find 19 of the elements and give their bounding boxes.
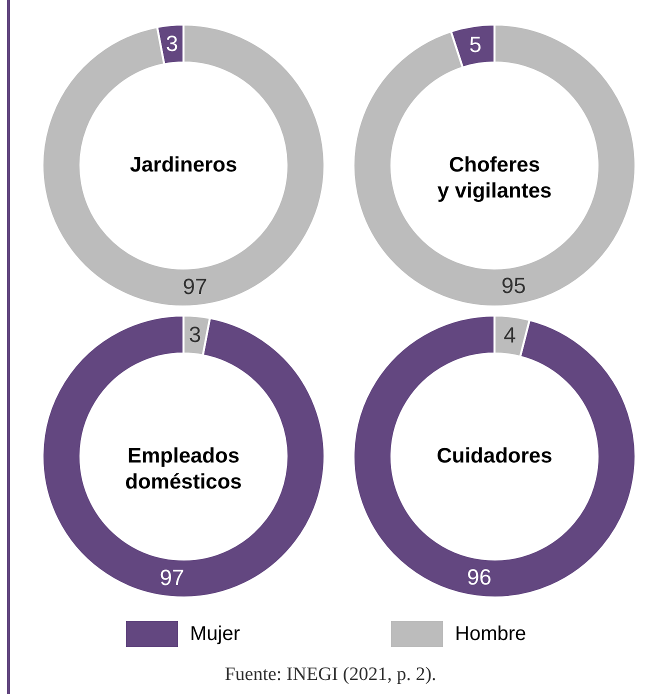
data-label: 96 xyxy=(466,564,492,590)
data-label: 97 xyxy=(182,274,208,299)
donut-slice xyxy=(352,314,636,598)
data-label: 3 xyxy=(166,31,178,56)
text: Empleados domésticos xyxy=(125,444,242,494)
donut-slice xyxy=(352,24,636,308)
data-label: 4 xyxy=(504,322,516,348)
text: Cuidadores xyxy=(436,444,552,468)
legend-label: Mujer xyxy=(190,623,240,645)
data-label: 5 xyxy=(469,32,482,57)
data-label: 97 xyxy=(160,564,184,590)
legend-label: Hombre xyxy=(455,623,526,645)
donut-slice xyxy=(42,24,326,308)
text: Jardineros xyxy=(130,154,238,176)
data-label: 3 xyxy=(188,322,202,348)
data-label: 95 xyxy=(501,273,526,298)
text: Choferes y vigilantes xyxy=(437,154,552,202)
source-note: Fuente: INEGI (2021, p. 2). xyxy=(224,664,438,686)
donut-slice xyxy=(42,314,326,598)
